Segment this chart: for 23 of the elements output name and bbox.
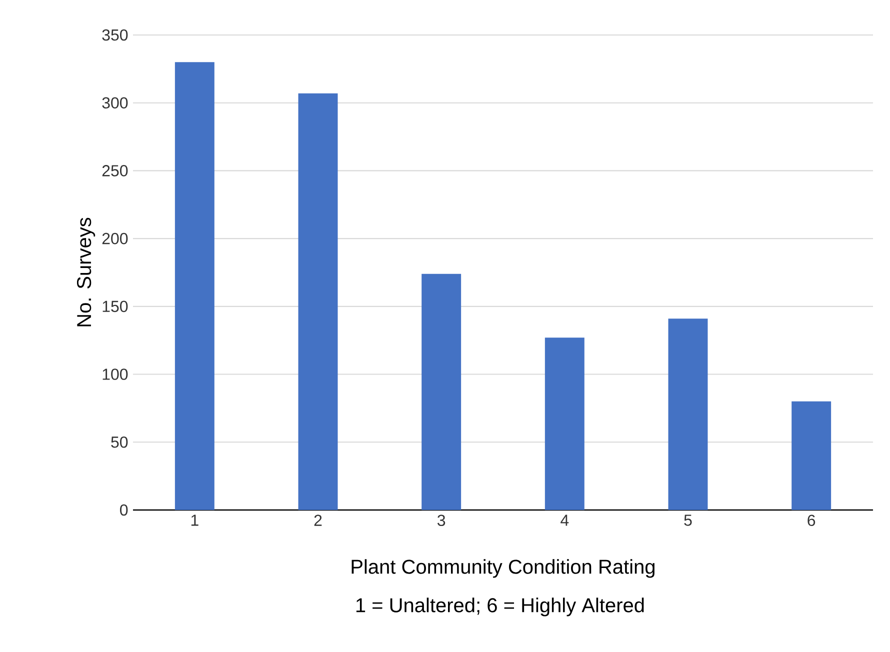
y-tick-label: 250 [102,165,128,176]
y-tick-label: 150 [102,300,128,312]
x-tick-label: 1 [191,514,198,526]
y-tick-label: 0 [120,504,128,516]
bar [544,338,584,510]
bar [668,318,708,510]
x-tick-label: 3 [437,514,446,526]
bar [174,62,214,510]
y-tick-label: 200 [102,232,128,244]
y-tick-label: 350 [102,29,128,41]
bar [298,93,338,510]
x-axis-title: Plant Community Condition Rating [352,559,654,578]
y-tick-label: 300 [102,97,128,109]
bar [422,274,462,510]
text: 1 = Unaltered; 6 = Highly Altered [356,598,644,616]
y-axis-title: No. Surveys [76,218,96,326]
y-tick-label: 100 [102,368,128,380]
bar [792,401,832,510]
x-tick-label: 4 [560,514,569,526]
x-tick-label: 6 [808,514,816,526]
x-tick-label: 2 [314,514,322,526]
y-tick-label: 50 [111,436,128,448]
x-tick-label: 5 [684,514,692,526]
